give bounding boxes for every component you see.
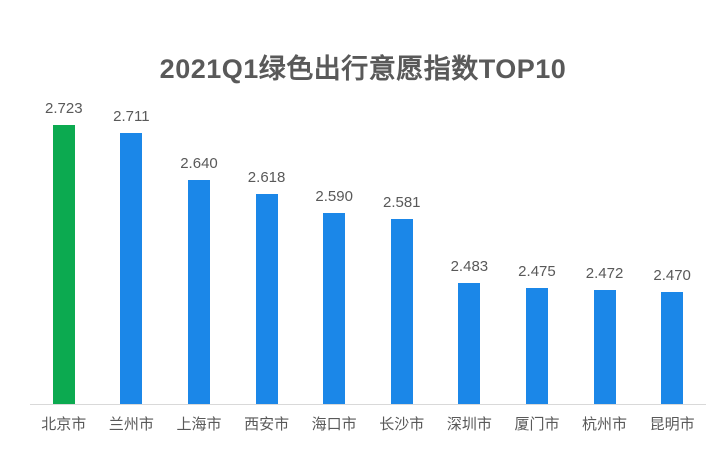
bar-group: 2.483 深圳市 xyxy=(436,0,504,468)
bar-value-label: 2.472 xyxy=(585,265,624,282)
bar xyxy=(593,290,616,404)
bar-value-label: 2.475 xyxy=(518,263,556,280)
bar-value-label: 2.711 xyxy=(113,108,150,125)
bar-group: 2.475 厦门市 xyxy=(503,0,571,468)
bar-category-label: 长沙市 xyxy=(379,416,425,433)
bar-category-label: 海口市 xyxy=(311,416,357,433)
bar-value-label: 2.723 xyxy=(45,100,83,117)
bar-group: 2.711 兰州市 xyxy=(98,0,166,468)
plot-area: 2.723 北京市 2.711 兰州市 2.640 上海市 2.618 西安市 2.590 海口市… xyxy=(30,0,706,468)
bar-group: 2.581 长沙市 xyxy=(368,0,436,468)
bar-value-label: 2.618 xyxy=(247,169,286,186)
bar xyxy=(120,133,143,404)
bar xyxy=(255,194,278,404)
bar xyxy=(458,283,481,404)
bar-value-label: 2.590 xyxy=(315,188,353,205)
bar-category-label: 杭州市 xyxy=(582,416,628,433)
bar xyxy=(390,219,413,404)
bar-category-label: 厦门市 xyxy=(514,416,560,433)
bar-category-label: 上海市 xyxy=(176,416,222,433)
bar-category-label: 西安市 xyxy=(244,416,290,433)
bar-group: 2.590 海口市 xyxy=(300,0,368,468)
bar-group: 2.618 西安市 xyxy=(233,0,301,468)
bar xyxy=(323,213,346,404)
bar-group: 2.723 北京市 xyxy=(30,0,98,468)
bar-category-label: 北京市 xyxy=(41,416,87,433)
bar xyxy=(187,180,210,404)
bar-group: 2.472 杭州市 xyxy=(571,0,639,468)
bar xyxy=(52,125,75,404)
bar-category-label: 深圳市 xyxy=(446,416,492,433)
bar-group: 2.470 昆明市 xyxy=(638,0,706,468)
x-axis-line xyxy=(30,404,706,405)
bar xyxy=(661,292,684,404)
bar xyxy=(525,288,548,404)
bar-category-label: 兰州市 xyxy=(108,416,154,433)
chart-title: 2021Q1绿色出行意愿指数TOP10 xyxy=(159,54,567,84)
bar-category-label: 昆明市 xyxy=(649,416,695,433)
bar-value-label: 2.470 xyxy=(653,267,691,284)
bar-group: 2.640 上海市 xyxy=(165,0,233,468)
bar-value-label: 2.581 xyxy=(382,194,421,211)
bar-value-label: 2.640 xyxy=(180,155,218,172)
bar-value-label: 2.483 xyxy=(450,258,489,275)
